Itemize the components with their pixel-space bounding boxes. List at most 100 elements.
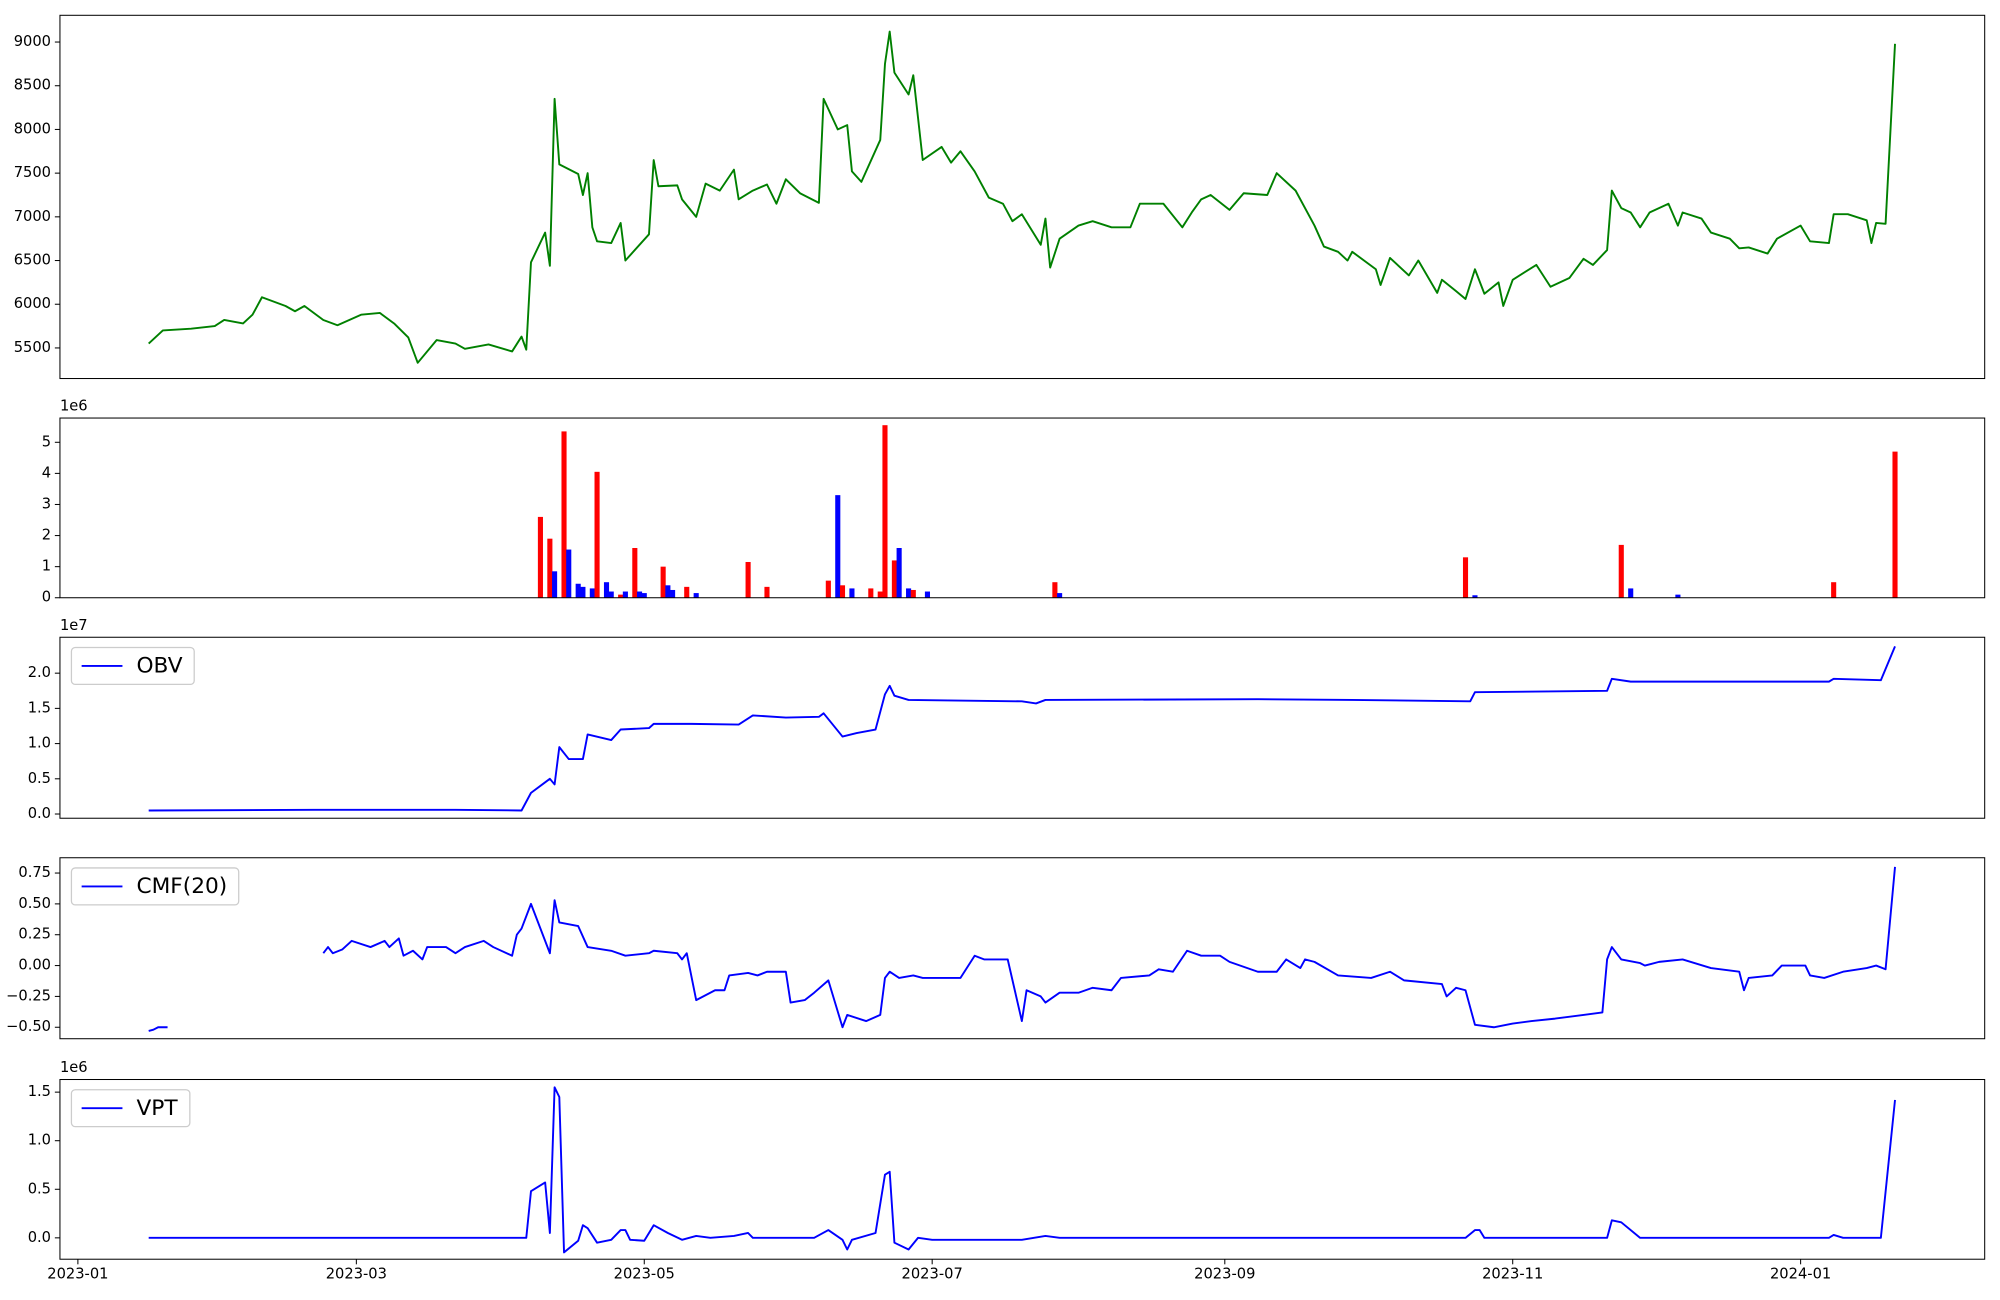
- y-tick-label: 3: [42, 495, 51, 512]
- y-tick-label: 8000: [14, 120, 51, 137]
- legend-label: CMF(20): [136, 874, 227, 899]
- volume-bar: [594, 471, 600, 598]
- volume-bar: [868, 588, 874, 598]
- x-tick-label: 2023-09: [1194, 1266, 1255, 1283]
- volume-bar: [589, 588, 595, 598]
- x-tick-label: 2023-11: [1482, 1266, 1543, 1283]
- y-tick-label: 1.5: [28, 699, 51, 716]
- volume-bar: [764, 586, 770, 598]
- legend-label: OBV: [136, 654, 182, 679]
- data-line: [148, 1086, 1896, 1254]
- volume-bar: [618, 594, 624, 598]
- volume-bar: [566, 549, 572, 598]
- plot-frame: [59, 857, 1986, 1040]
- volume-bar: [877, 591, 883, 598]
- plot-frame: [59, 1079, 1986, 1260]
- y-tick-label: 6000: [14, 295, 51, 312]
- legend-box: [70, 867, 240, 906]
- axis-offset: 1e7: [60, 617, 88, 634]
- volume-bar: [906, 588, 912, 598]
- volume-bar: [849, 588, 855, 598]
- volume-bar: [910, 589, 916, 598]
- data-line: [148, 30, 1896, 364]
- y-tick-label: 1.5: [28, 1083, 51, 1100]
- volume-bar: [896, 547, 902, 598]
- volume-bar: [825, 580, 831, 598]
- y-tick-label: 6500: [14, 252, 51, 269]
- data-line: [148, 866, 1896, 1032]
- legend-box: [70, 646, 195, 686]
- axis-offset: 1e6: [60, 398, 88, 415]
- volume-bar: [891, 560, 897, 598]
- volume-bar: [1057, 593, 1063, 598]
- volume-bar: [660, 566, 666, 598]
- y-tick-label: 0.5: [28, 1180, 51, 1197]
- y-tick-label: 5: [42, 433, 51, 450]
- volume-bar: [924, 591, 931, 598]
- legend-box: [70, 1089, 191, 1128]
- volume-bar: [1052, 582, 1058, 598]
- y-tick-label: 0.0: [28, 805, 51, 822]
- data-line: [148, 646, 1896, 812]
- y-tick-label: 0.5: [28, 770, 51, 787]
- y-tick-label: 4: [42, 464, 51, 481]
- y-tick-label: 0.50: [18, 895, 51, 912]
- x-tick-label: 2023-07: [902, 1266, 963, 1283]
- plot-frame: [59, 14, 1986, 380]
- volume-bar: [745, 561, 751, 598]
- volume-bar: [1892, 451, 1898, 598]
- volume-bar: [1618, 544, 1624, 598]
- volume-bar: [839, 585, 846, 598]
- volume-bar: [547, 538, 553, 598]
- y-tick-label: 7000: [14, 208, 51, 225]
- volume-bar: [1831, 582, 1837, 598]
- y-tick-label: 1.0: [28, 735, 51, 752]
- x-tick-label: 2023-05: [614, 1266, 675, 1283]
- plot-frame: [59, 636, 1986, 819]
- volume-bar: [693, 593, 699, 598]
- axis-offset: 1e6: [60, 1059, 88, 1076]
- y-tick-label: 1.0: [28, 1132, 51, 1149]
- volume-bar: [608, 591, 614, 598]
- y-tick-label: 7500: [14, 164, 51, 181]
- y-tick-label: 9000: [14, 33, 51, 50]
- volume-bar: [632, 547, 638, 598]
- x-tick-label: 2023-01: [47, 1266, 108, 1283]
- y-tick-label: 8500: [14, 77, 51, 94]
- y-tick-label: 2: [42, 527, 51, 544]
- y-tick-label: 1: [42, 558, 51, 575]
- y-tick-label: 0.0: [28, 1229, 51, 1246]
- volume-bar: [622, 591, 628, 598]
- y-tick-label: 2.0: [28, 664, 51, 681]
- x-tick-label: 2023-03: [326, 1266, 387, 1283]
- volume-bar: [1675, 594, 1681, 598]
- y-tick-label: −0.50: [6, 1018, 51, 1035]
- volume-bar: [835, 495, 841, 598]
- volume-bar: [575, 583, 581, 598]
- y-tick-label: 0.00: [18, 957, 51, 974]
- volume-bar: [665, 585, 671, 598]
- volume-bar: [603, 582, 610, 598]
- volume-bar: [1462, 557, 1469, 598]
- volume-bar: [636, 591, 643, 598]
- y-tick-label: 0: [42, 589, 51, 606]
- volume-bar: [641, 593, 647, 598]
- volume-bar: [580, 586, 586, 598]
- volume-bar: [552, 571, 558, 598]
- x-tick-label: 2024-01: [1770, 1266, 1831, 1283]
- y-tick-label: 0.75: [18, 864, 51, 881]
- legend-label: VPT: [136, 1096, 178, 1121]
- volume-bar: [537, 516, 543, 598]
- volume-bar: [684, 586, 690, 598]
- volume-bar: [882, 425, 888, 598]
- volume-bar: [1472, 595, 1478, 598]
- plot-frame: [59, 417, 1986, 599]
- volume-bar: [670, 589, 676, 598]
- volume-bar: [561, 431, 567, 598]
- y-tick-label: 0.25: [18, 926, 51, 943]
- y-tick-label: 5500: [14, 339, 51, 356]
- volume-bar: [1628, 588, 1634, 598]
- y-tick-label: −0.25: [6, 987, 51, 1004]
